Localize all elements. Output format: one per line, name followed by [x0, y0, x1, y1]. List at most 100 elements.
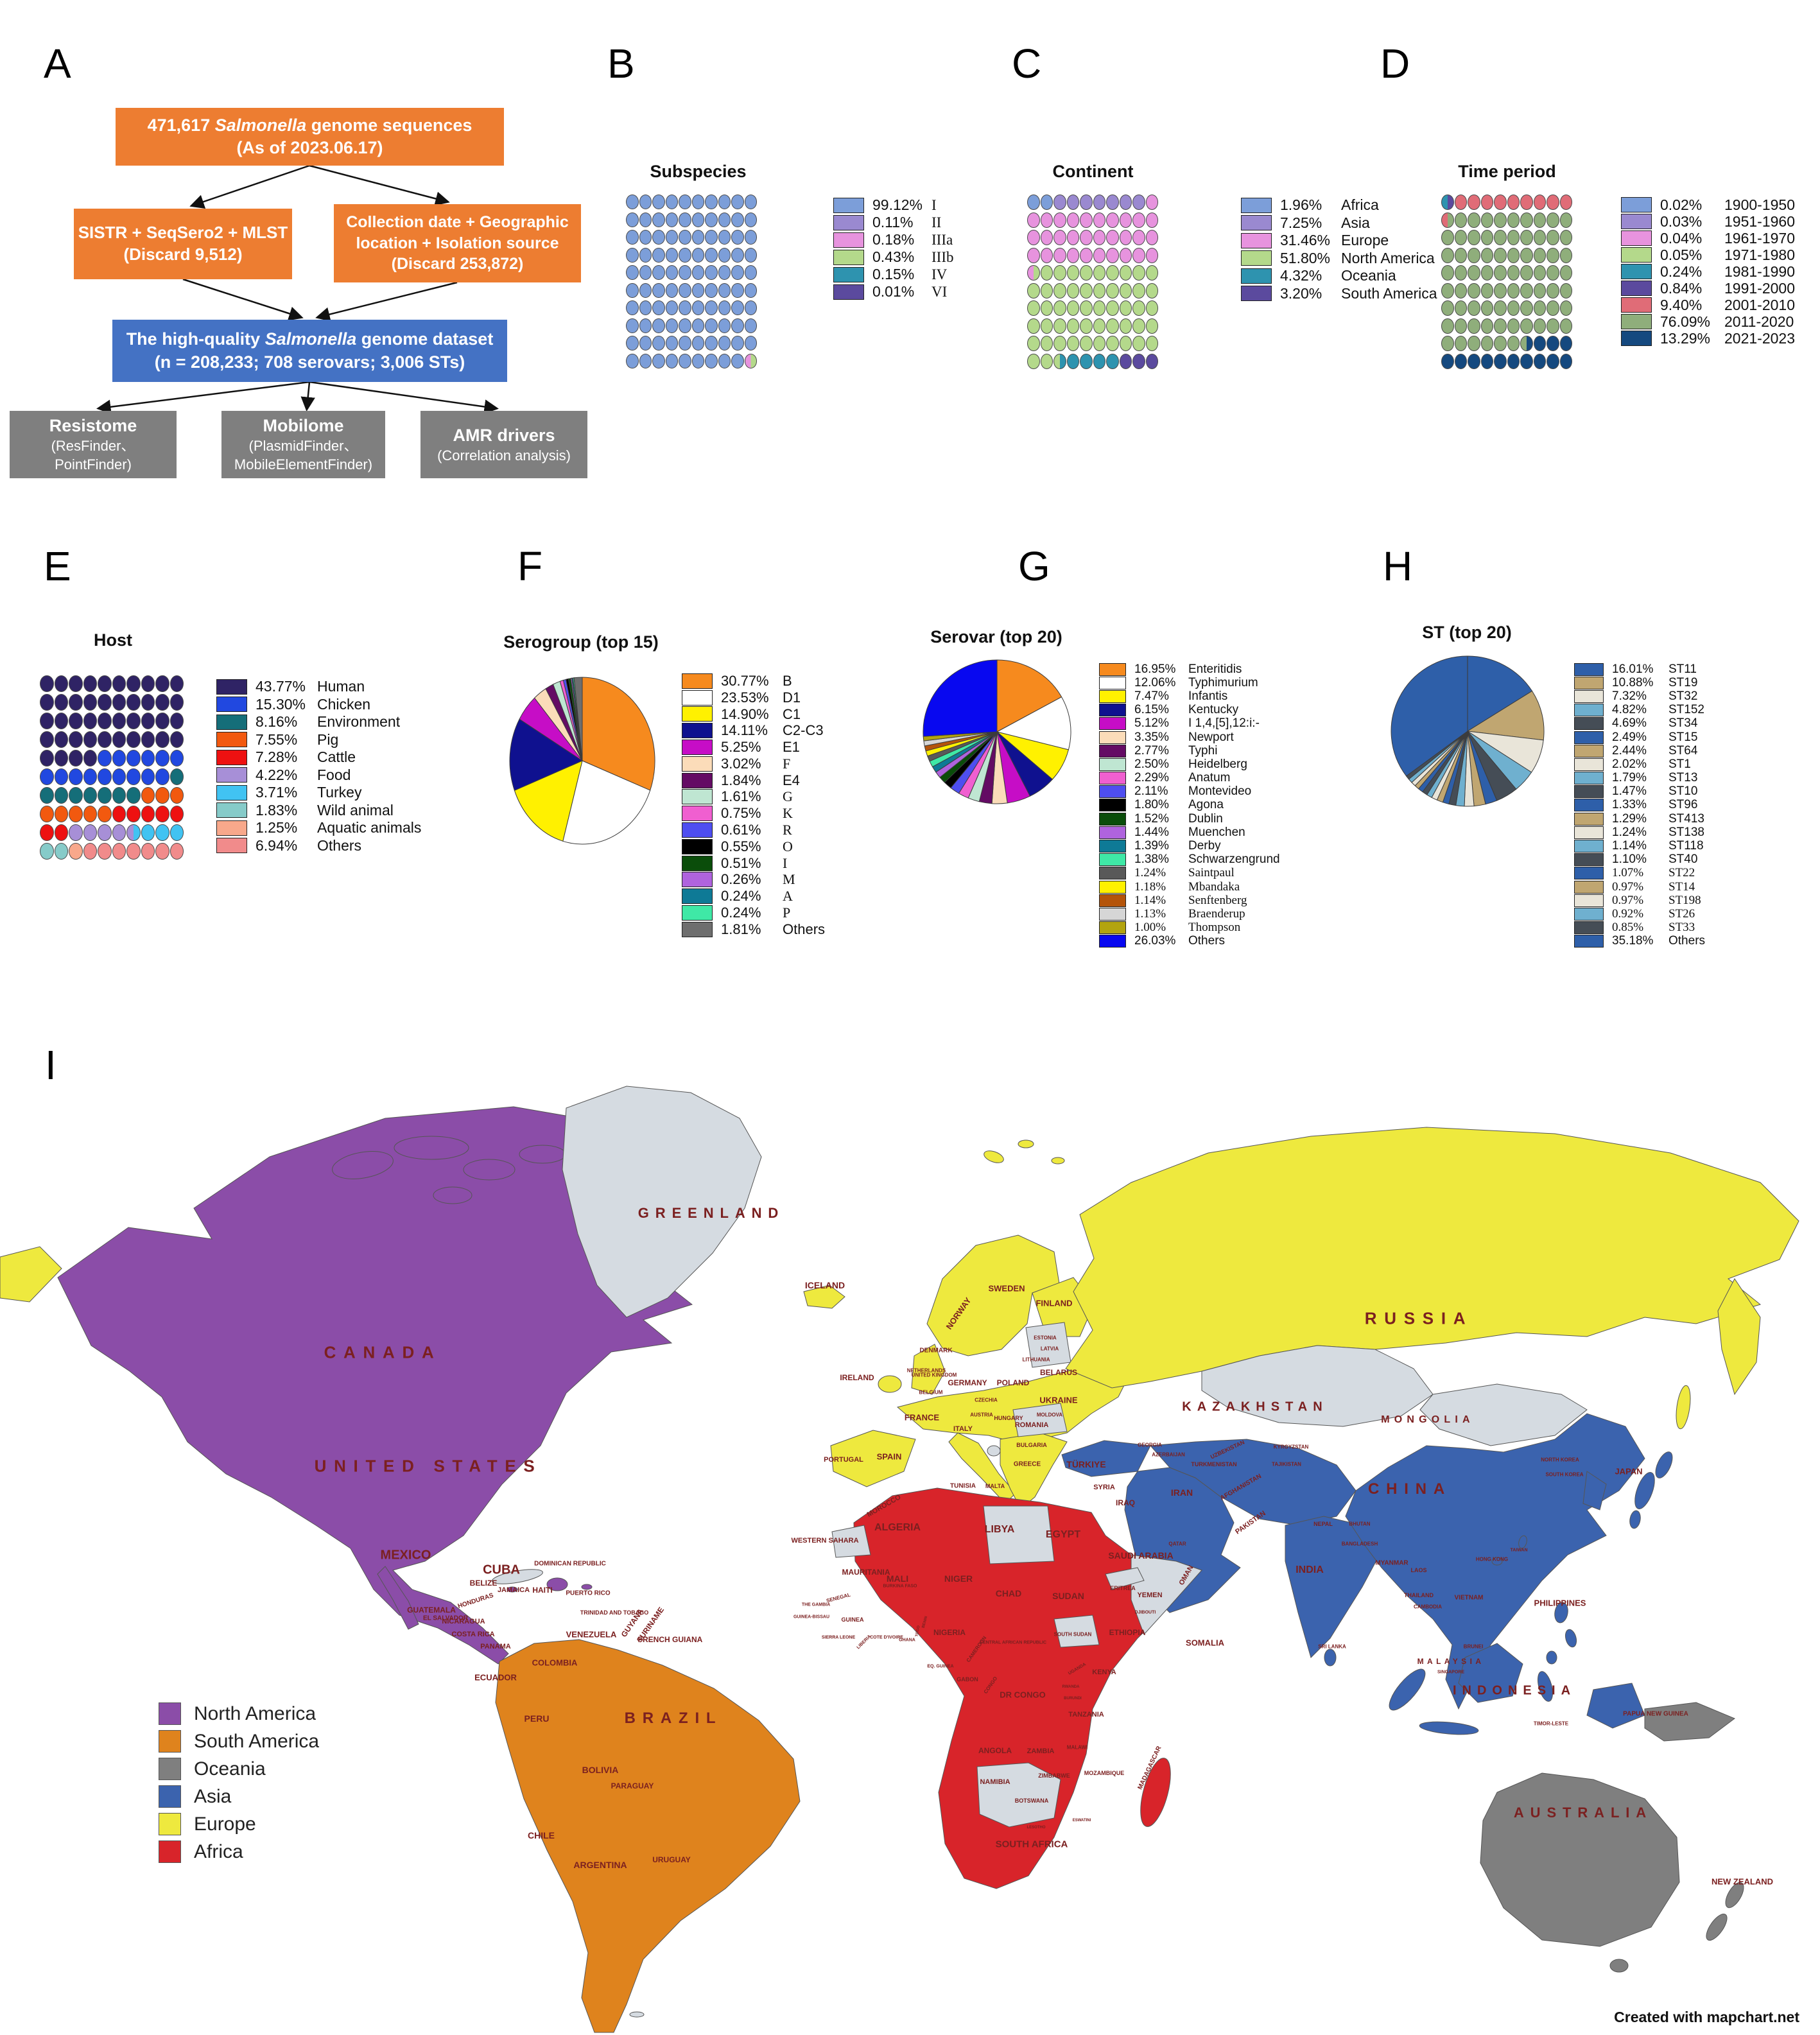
map-label-canada: CANADA: [324, 1342, 442, 1362]
waffle-dot: [1480, 265, 1493, 281]
country-south-sudan: [1053, 1615, 1100, 1648]
waffle-dot: [626, 336, 639, 351]
map-label-turkmenistan: TURKMENISTAN: [1191, 1461, 1237, 1468]
waffle-dot: [1145, 353, 1158, 369]
legend-row: 12.06% Typhimurium: [1099, 676, 1280, 689]
map-label-burkina-faso: BURKINA FASO: [883, 1584, 917, 1589]
waffle-dot: [1080, 230, 1093, 245]
waffle-dot: [1132, 336, 1145, 351]
legend-swatch: [1574, 662, 1604, 676]
country-taiwan: [1518, 1535, 1527, 1549]
map-label-cameroon: CAMEROON: [965, 1634, 988, 1664]
map-label-denmark: DENMARK: [919, 1347, 953, 1355]
country-romania-moldova: [1012, 1403, 1068, 1437]
legend-row: 14.90% C1: [682, 706, 825, 723]
map-label-japan: JAPAN: [1615, 1466, 1643, 1476]
waffle-dot: [1468, 300, 1480, 316]
legend-row: 2.50% Heidelberg: [1099, 758, 1280, 771]
waffle-dot: [112, 675, 126, 692]
waffle-dot: [40, 768, 54, 785]
waffle-dot: [1507, 247, 1520, 263]
map-label-malaysia: MALAYSIA: [1417, 1657, 1485, 1666]
waffle-dot: [126, 806, 141, 822]
legend-row: 1.18% Mbandaka: [1099, 880, 1280, 894]
box-high-quality-dataset: The high-quality Salmonella genome datas…: [112, 320, 507, 382]
waffle-dot: [1533, 336, 1546, 351]
map-label-russia: RUSSIA: [1364, 1308, 1473, 1328]
waffle-dot: [1494, 230, 1507, 245]
waffle-dot: [169, 694, 184, 711]
waffle-dot: [744, 195, 757, 209]
map-label-peru: PERU: [524, 1713, 550, 1724]
waffle-dot: [1145, 230, 1158, 245]
legend-swatch: [1099, 704, 1126, 717]
waffle-dot: [731, 247, 744, 263]
map-label-oman: OMAN: [1177, 1564, 1195, 1587]
map-label-dr-congo: DR CONGO: [1000, 1690, 1046, 1700]
legend-row: 16.01% ST11: [1574, 662, 1705, 676]
waffle-dot: [126, 787, 141, 804]
waffle-dot: [169, 713, 184, 729]
panel-letter-g: G: [1018, 543, 1051, 589]
legend-row: 3.35% Newport: [1099, 731, 1280, 744]
map-label-bangladesh: BANGLADESH: [1341, 1541, 1378, 1547]
waffle-dot: [1106, 353, 1119, 369]
map-legend-swatch: [159, 1840, 181, 1863]
waffle-dot: [141, 806, 155, 822]
waffle-dot: [665, 336, 678, 351]
waffle-dot: [1040, 336, 1053, 351]
serovar-legend: 16.95% Enteritidis 12.06% Typhimurium 7.47% I…: [1099, 662, 1280, 948]
legend-row: 1.25% Aquatic animals: [216, 819, 421, 837]
waffle-dot: [69, 843, 83, 860]
legend-row: 0.97% ST198: [1574, 894, 1705, 907]
map-label-greece: GREECE: [1013, 1460, 1041, 1468]
map-label-kenya: KENYA: [1092, 1668, 1116, 1676]
host-title: Host: [94, 630, 132, 650]
waffle-dot: [1441, 230, 1454, 245]
waffle-dot: [1533, 195, 1546, 210]
map-label-honduras: HONDURAS: [456, 1591, 495, 1611]
waffle-dot: [1040, 353, 1053, 369]
map-label-portugal: PORTUGAL: [824, 1456, 863, 1464]
waffle-dot: [126, 713, 141, 729]
waffle-dot: [731, 300, 744, 315]
waffle-dot: [40, 675, 54, 692]
waffle-dot: [1145, 282, 1158, 299]
box-amr-drivers: AMR drivers (Correlation analysis): [420, 411, 587, 478]
waffle-dot: [1066, 300, 1079, 316]
region-sumatra: [1389, 1668, 1426, 1711]
waffle-dot: [705, 300, 718, 315]
legend-row: 4.22% Food: [216, 766, 421, 784]
waffle-dot: [705, 336, 718, 351]
map-label-malawi: MALAWI: [1066, 1744, 1088, 1751]
map-label-lithuania: LITHUANIA: [1022, 1356, 1050, 1363]
map-label-venezuela: VENEZUELA: [566, 1629, 617, 1640]
legend-row: 99.12% I: [833, 196, 953, 214]
waffle-dot: [1507, 195, 1520, 210]
waffle-dot: [1507, 318, 1520, 334]
legend-row: 0.11% II: [833, 214, 953, 231]
legend-swatch: [1099, 894, 1126, 907]
waffle-dot: [679, 300, 691, 315]
waffle-dot: [731, 230, 744, 245]
waffle-dot: [1520, 353, 1533, 369]
legend-swatch: [682, 806, 713, 822]
waffle-dot: [169, 806, 184, 822]
country-australia: [1480, 1772, 1680, 1947]
country-japan: [1634, 1472, 1655, 1509]
waffle-dot: [141, 675, 155, 692]
legend-row: 0.04% 1961-1970: [1621, 230, 1795, 247]
waffle-dot: [112, 806, 126, 822]
waffle-dot: [679, 195, 691, 209]
waffle-dot: [652, 336, 665, 351]
waffle-dot: [1559, 353, 1572, 369]
map-label-myanmar: MYANMAR: [1375, 1559, 1408, 1567]
legend-row: 1.96% Africa: [1241, 196, 1437, 214]
map-label-zimbabwe: ZIMBABWE: [1038, 1772, 1070, 1779]
waffle-dot: [1066, 318, 1079, 334]
legend-swatch: [1099, 689, 1126, 703]
waffle-dot: [652, 195, 665, 209]
map-label-yemen: YEMEN: [1137, 1591, 1163, 1599]
map-legend-row: Africa: [159, 1838, 319, 1866]
waffle-dot: [155, 768, 169, 785]
